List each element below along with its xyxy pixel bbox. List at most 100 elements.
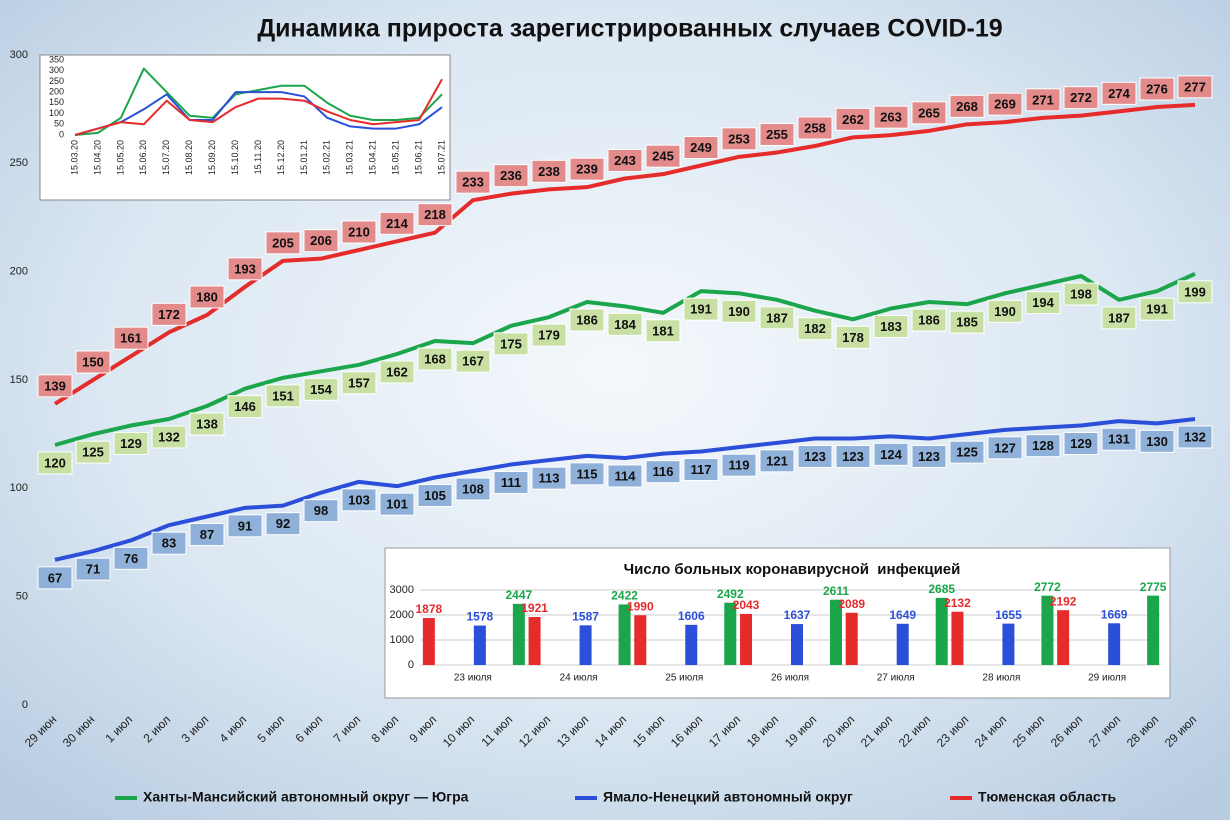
y-tick-label: 2000 (390, 609, 414, 621)
data-label-box (1139, 77, 1175, 101)
data-label: 1878 (416, 602, 443, 616)
data-label: 191 (690, 302, 712, 317)
y-tick-label: 250 (10, 157, 28, 169)
data-label-box (1063, 282, 1099, 306)
data-label: 114 (615, 468, 637, 483)
data-label: 120 (44, 455, 66, 470)
data-label: 277 (1184, 79, 1206, 94)
data-label-box (607, 464, 643, 488)
data-label: 150 (82, 354, 104, 369)
data-label-box (113, 432, 149, 455)
data-label-box (1025, 434, 1061, 458)
data-label-box (759, 306, 795, 330)
x-tick-label: 15.05.20 (115, 140, 125, 175)
data-label-box (227, 257, 263, 281)
data-label-box (75, 557, 111, 581)
data-label: 205 (272, 235, 294, 250)
data-label-box (835, 325, 871, 349)
data-label: 2043 (733, 598, 760, 612)
x-tick-label: 15.07.21 (436, 140, 446, 175)
data-label-box (113, 326, 149, 350)
data-label-box (227, 514, 263, 538)
data-label-box (341, 488, 377, 512)
data-label-box (835, 445, 871, 468)
bar (528, 616, 541, 665)
data-label-box (493, 471, 529, 494)
data-label-box (949, 310, 985, 334)
data-label: 111 (501, 475, 521, 490)
data-label-box (797, 116, 833, 140)
legend-label: Ханты-Мансийский автономный округ — Югра (143, 789, 469, 805)
series-line (54, 417, 1196, 562)
data-label: 258 (804, 120, 826, 135)
data-label: 218 (424, 207, 446, 222)
data-label: 162 (386, 364, 408, 379)
x-tick-label: 29 июля (1088, 673, 1126, 684)
data-label-box (417, 347, 453, 371)
data-label: 2422 (611, 589, 638, 603)
data-label: 123 (842, 449, 864, 464)
x-tick-label: 23 июля (454, 673, 492, 684)
data-label-box (645, 460, 681, 484)
data-label-box (75, 350, 111, 374)
data-label-box (759, 123, 795, 146)
data-label-box (37, 566, 73, 590)
data-label: 179 (538, 328, 560, 343)
data-label: 253 (728, 131, 750, 146)
data-label-box (1063, 86, 1099, 110)
bar (512, 603, 525, 665)
data-label: 236 (500, 168, 522, 183)
data-label: 1990 (627, 599, 654, 613)
bar (1147, 595, 1160, 665)
data-label: 124 (880, 447, 902, 462)
data-label: 271 (1032, 92, 1054, 107)
data-label-box (531, 466, 567, 490)
data-label-box (303, 229, 339, 253)
data-label: 183 (880, 319, 902, 334)
data-label: 67 (48, 570, 62, 585)
data-label: 1606 (678, 609, 705, 623)
data-label: 101 (386, 497, 408, 512)
bar (618, 604, 631, 665)
data-label: 128 (1032, 438, 1054, 453)
bar (1041, 595, 1054, 665)
y-tick-label: 100 (49, 108, 64, 118)
data-label: 272 (1070, 90, 1092, 105)
data-label: 125 (956, 445, 978, 460)
data-label: 184 (614, 317, 636, 332)
data-label-box (417, 484, 453, 507)
data-label-box (341, 220, 377, 244)
data-label-box (721, 299, 757, 323)
data-label-box (797, 317, 833, 341)
data-label-box (569, 308, 605, 332)
data-label: 199 (1184, 284, 1206, 299)
y-tick-label: 200 (10, 266, 28, 278)
series-line (74, 78, 443, 136)
x-tick-label: 15.12.20 (276, 140, 286, 175)
y-tick-label: 3000 (390, 584, 414, 596)
data-label-box (721, 453, 757, 477)
data-label: 265 (918, 105, 940, 120)
data-label-box (873, 442, 909, 466)
y-tick-label: 350 (49, 54, 64, 64)
y-tick-label: 0 (408, 659, 414, 671)
data-label: 154 (310, 382, 332, 397)
bar (634, 615, 647, 665)
data-label: 123 (804, 449, 826, 464)
data-label: 2447 (506, 588, 533, 602)
bar (951, 611, 964, 665)
data-label-box (1063, 432, 1099, 455)
series-line (54, 272, 1196, 447)
data-label-box (987, 92, 1023, 116)
data-label: 116 (653, 464, 674, 479)
data-label-box (455, 349, 491, 373)
data-label: 92 (276, 516, 290, 531)
data-label-box (303, 377, 339, 401)
data-label-box (987, 436, 1023, 460)
data-label-box (417, 203, 453, 227)
legend-label: Тюменская область (978, 789, 1117, 805)
x-tick-label: 15.04.20 (92, 140, 102, 175)
series-line (74, 67, 443, 136)
x-tick-label: 15.07.20 (161, 140, 171, 175)
